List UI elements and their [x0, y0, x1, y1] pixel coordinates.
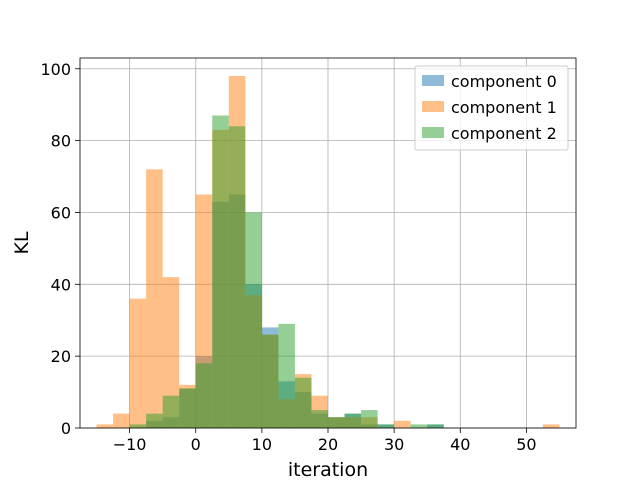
histogram-bar	[328, 417, 345, 428]
histogram-bar	[361, 410, 378, 428]
y-tick-label: 80	[51, 132, 71, 151]
x-tick-label: 40	[450, 435, 470, 454]
legend-swatch	[422, 75, 444, 86]
histogram-bar	[294, 377, 312, 428]
legend-box	[414, 65, 569, 151]
histogram-bar	[278, 323, 295, 428]
histogram-bar	[146, 169, 163, 428]
legend-label: component 0	[451, 72, 557, 91]
histogram-bar	[245, 212, 262, 428]
histogram-bar	[377, 424, 395, 428]
y-tick-label: 20	[51, 347, 71, 366]
histogram-bars	[96, 75, 560, 428]
y-tick-label: 100	[40, 60, 71, 79]
y-tick-label: 60	[51, 203, 71, 222]
x-tick-label: −10	[113, 435, 147, 454]
histogram-bar	[228, 126, 246, 428]
histogram-bar	[394, 420, 411, 428]
histogram-bar	[212, 115, 229, 428]
histogram-bar	[113, 413, 130, 428]
x-tick-label: 50	[516, 435, 536, 454]
legend-swatch	[422, 101, 444, 112]
histogram-bar	[427, 424, 444, 428]
x-tick-label: 20	[318, 435, 338, 454]
x-tick-label: 30	[384, 435, 404, 454]
x-tick-label: 10	[252, 435, 272, 454]
histogram-bar	[96, 424, 114, 428]
x-axis-label: iteration	[288, 459, 368, 480]
legend-label: component 2	[451, 124, 557, 143]
y-axis-label: KL	[11, 231, 33, 254]
histogram-bar	[311, 410, 328, 428]
x-tick-label: 0	[191, 435, 201, 454]
histogram-bar	[261, 334, 279, 428]
legend-label: component 1	[451, 98, 557, 117]
y-tick-label: 40	[51, 275, 71, 294]
histogram-bar	[195, 363, 213, 428]
histogram-bar	[129, 424, 147, 428]
histogram-bar	[162, 395, 180, 428]
histogram-bar	[410, 424, 428, 428]
histogram-bar	[129, 298, 147, 428]
legend-swatch	[422, 127, 444, 138]
histogram-bar	[179, 388, 196, 428]
histogram-bar	[162, 277, 180, 428]
axis-ticks: −10 0 10 20 30 40 50 0 20 40 60 80 100	[40, 60, 536, 454]
legend: component 0 component 1 component 2	[414, 65, 569, 151]
histogram-bar	[344, 413, 362, 428]
series-2-bars	[129, 115, 444, 428]
y-tick-label: 0	[61, 419, 71, 438]
histogram-bar	[542, 424, 560, 428]
histogram-bar	[146, 413, 163, 428]
